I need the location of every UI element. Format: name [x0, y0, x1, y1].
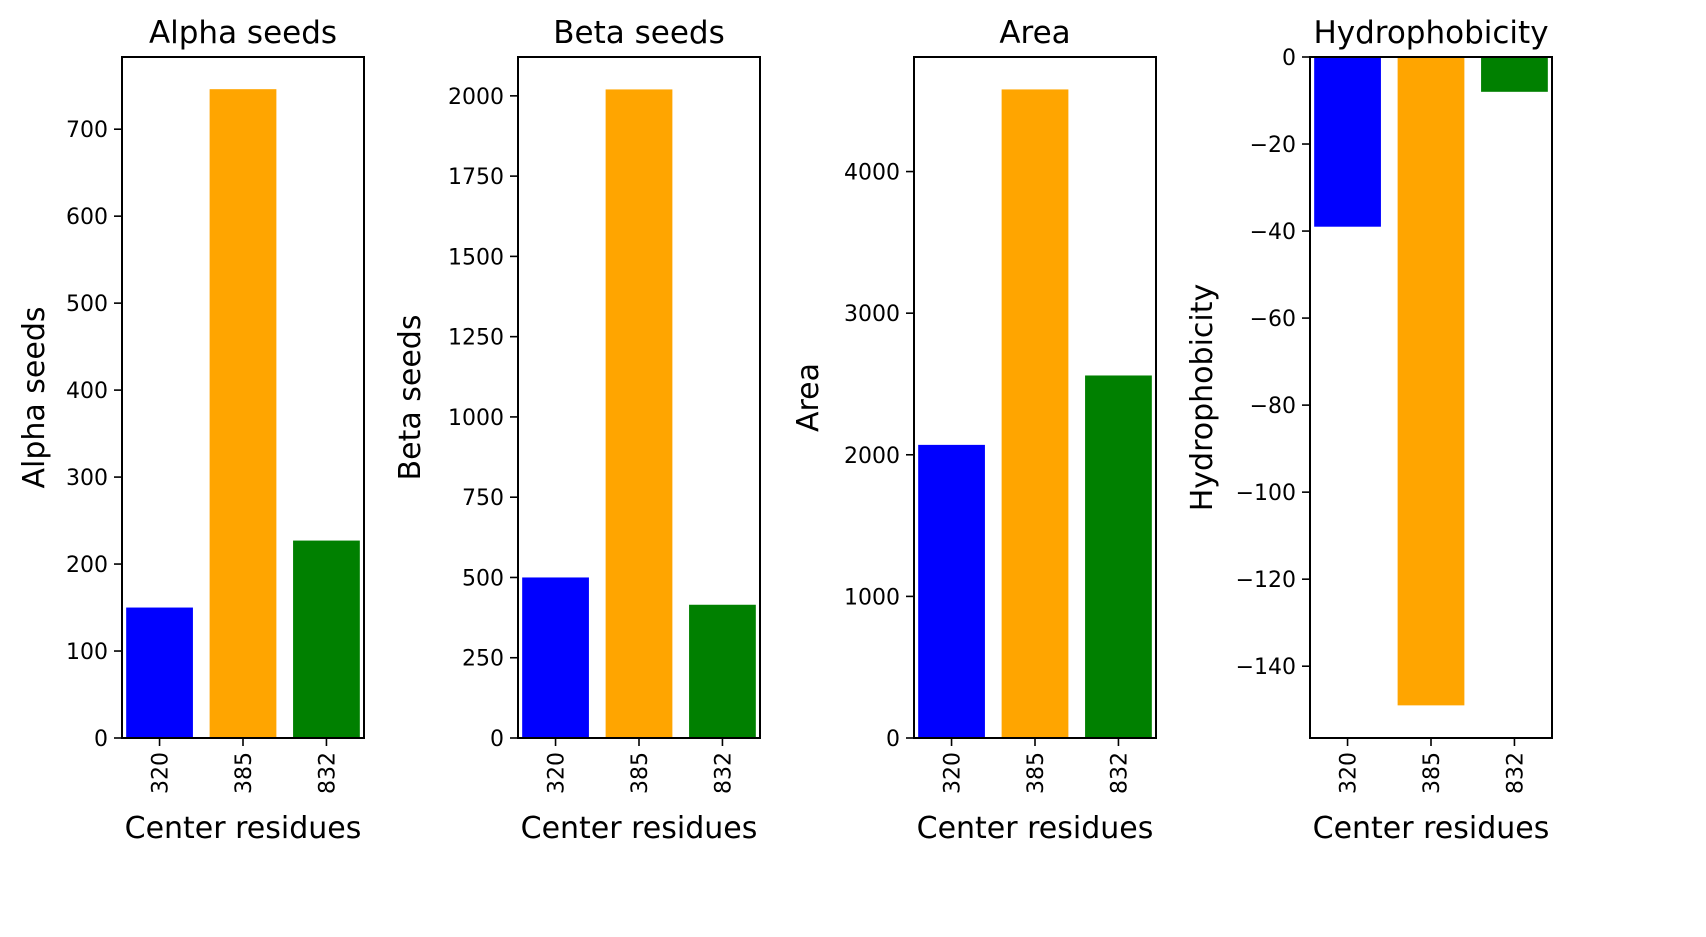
x-tick-label: 832 — [315, 752, 340, 794]
x-tick-label: 385 — [628, 752, 653, 794]
y-tick-label: 3000 — [844, 302, 900, 327]
y-tick-label: 200 — [66, 553, 108, 578]
bar-832 — [1085, 375, 1152, 738]
y-tick-label: −20 — [1250, 133, 1296, 158]
bar-385 — [1001, 89, 1069, 738]
y-tick-label: −140 — [1236, 655, 1296, 680]
y-tick-label: 1000 — [448, 406, 504, 431]
x-tick-label: 385 — [1420, 752, 1445, 794]
bar-385 — [605, 89, 673, 738]
x-axis-label: Center residues — [125, 811, 362, 846]
y-tick-label: 500 — [66, 292, 108, 317]
x-tick-label: 385 — [1024, 752, 1049, 794]
x-tick-label: 832 — [1503, 752, 1528, 794]
y-tick-label: 500 — [462, 566, 504, 591]
bar-832 — [293, 540, 360, 738]
y-tick-label: 4000 — [844, 161, 900, 186]
bar-320 — [1314, 57, 1381, 227]
x-tick-label: 320 — [1337, 752, 1362, 794]
y-tick-label: 100 — [66, 640, 108, 665]
y-axis-label: Beta seeds — [393, 315, 428, 481]
x-tick-label: 320 — [941, 752, 966, 794]
y-tick-label: 750 — [462, 486, 504, 511]
y-tick-label: 300 — [66, 466, 108, 491]
x-axis-label: Center residues — [917, 811, 1154, 846]
panel-title: Alpha seeds — [149, 15, 337, 51]
x-axis-label: Center residues — [521, 811, 758, 846]
x-tick-label: 832 — [711, 752, 736, 794]
bar-385 — [1397, 57, 1465, 706]
bar-320 — [522, 577, 589, 738]
panel-title: Area — [999, 15, 1070, 51]
y-tick-label: 1000 — [844, 585, 900, 610]
bar-320 — [918, 444, 985, 738]
y-tick-label: 0 — [490, 727, 504, 752]
y-axis-label: Area — [791, 363, 826, 432]
y-tick-label: 0 — [94, 727, 108, 752]
y-tick-label: −60 — [1250, 307, 1296, 332]
y-tick-label: 700 — [66, 118, 108, 143]
bar-832 — [1481, 57, 1548, 92]
y-tick-label: 2000 — [448, 85, 504, 110]
x-tick-label: 385 — [232, 752, 257, 794]
bar-385 — [209, 89, 277, 739]
y-tick-label: 1750 — [448, 165, 504, 190]
y-tick-label: 0 — [1282, 46, 1296, 71]
y-tick-label: 600 — [66, 205, 108, 230]
y-tick-label: 250 — [462, 647, 504, 672]
x-axis-label: Center residues — [1313, 811, 1550, 846]
y-axis-label: Alpha seeds — [17, 306, 52, 488]
x-tick-label: 832 — [1107, 752, 1132, 794]
x-tick-label: 320 — [149, 752, 174, 794]
bar-320 — [126, 607, 193, 738]
panel-title: Beta seeds — [553, 15, 724, 51]
x-tick-label: 320 — [545, 752, 570, 794]
y-tick-label: 1500 — [448, 245, 504, 270]
y-tick-label: 400 — [66, 379, 108, 404]
panel-title: Hydrophobicity — [1313, 15, 1548, 51]
y-tick-label: −120 — [1236, 568, 1296, 593]
y-axis-label: Hydrophobicity — [1185, 284, 1220, 512]
y-tick-label: 1250 — [448, 326, 504, 351]
y-tick-label: 0 — [886, 727, 900, 752]
y-tick-label: −100 — [1236, 481, 1296, 506]
y-tick-label: 2000 — [844, 444, 900, 469]
y-tick-label: −80 — [1250, 394, 1296, 419]
y-tick-label: −40 — [1250, 220, 1296, 245]
bar-832 — [689, 604, 756, 738]
